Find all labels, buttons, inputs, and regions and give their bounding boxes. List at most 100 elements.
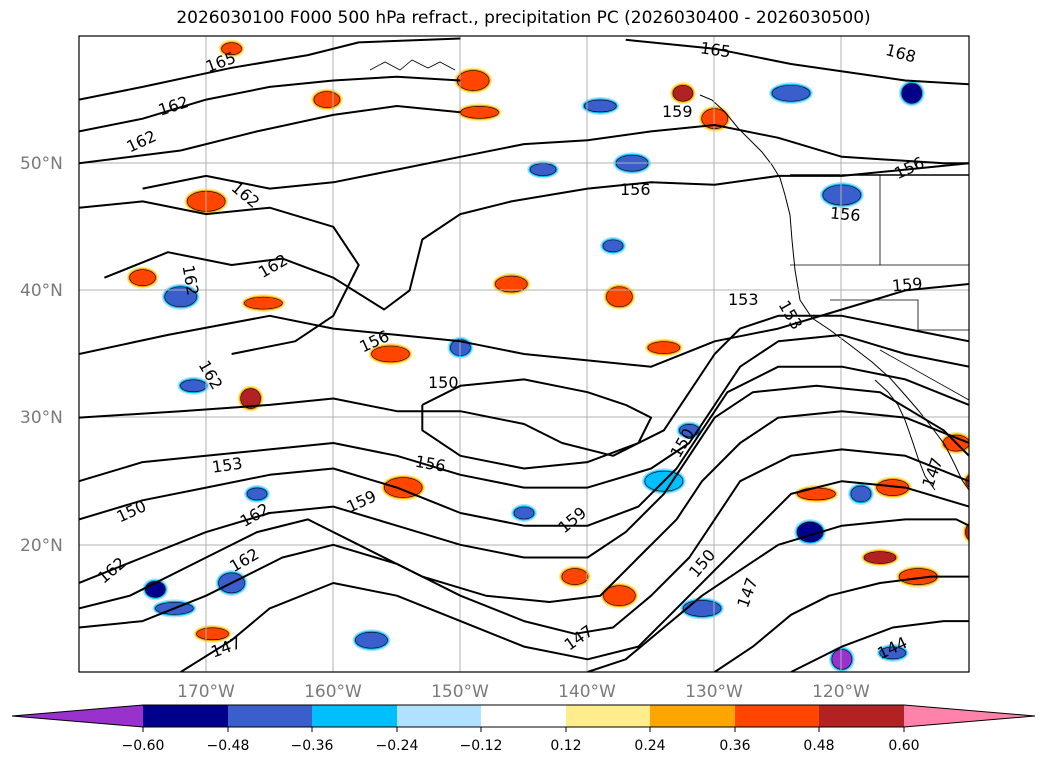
precip-area <box>972 574 1004 592</box>
precip-area <box>819 182 864 208</box>
colorbar-tick-label: 0.36 <box>719 738 750 754</box>
precip-area <box>603 283 636 310</box>
precip-core <box>244 296 283 310</box>
contour-label: 150 <box>428 373 459 392</box>
baja-coastline <box>874 379 936 491</box>
precip-area <box>161 283 200 310</box>
precip-core <box>678 424 700 437</box>
contour-label: 153 <box>211 454 244 477</box>
precip-area <box>454 67 493 94</box>
refractivity-contour <box>714 575 969 672</box>
contour-label: 153 <box>728 290 759 309</box>
refractivity-contour <box>79 105 461 165</box>
precip-halo <box>972 574 1004 592</box>
precip-core <box>221 42 242 56</box>
precip-core <box>879 646 907 660</box>
precip-core <box>460 106 499 119</box>
colorbar-segment <box>397 705 481 727</box>
refractivity-contour <box>79 384 969 584</box>
north-america-coastline <box>699 94 969 491</box>
colorbar-segment <box>650 705 735 727</box>
refractivity-contour <box>79 314 969 457</box>
colorbar-tick-label: 0.48 <box>803 738 834 754</box>
precip-core <box>246 487 268 501</box>
colorbar-segment <box>312 705 397 727</box>
colorbar-tick-label: −0.24 <box>376 738 419 754</box>
refractivity-contour <box>79 283 969 368</box>
refractivity-contour <box>790 620 969 672</box>
precip-area <box>876 643 909 662</box>
refractivity-contour <box>180 480 969 672</box>
refractivity-contours <box>79 37 969 672</box>
contour-label: 156 <box>620 180 651 199</box>
refractivity-contour <box>421 378 653 470</box>
precip-area <box>457 103 502 122</box>
precip-area <box>492 273 531 296</box>
precip-area <box>847 482 874 505</box>
refractivity-contour <box>625 38 969 86</box>
precip-area <box>873 476 912 499</box>
precip-core <box>850 485 872 503</box>
precip-area <box>669 82 696 105</box>
longitude-labels: 170°W 160°W 150°W 140°W 130°W 120°W <box>177 682 870 702</box>
precip-area <box>600 236 626 255</box>
lon-label-130w: 130°W <box>685 682 743 702</box>
colorbar-segment <box>228 705 312 727</box>
colorbar: −0.60 −0.48 −0.36 −0.24 −0.12 0.12 0.24 … <box>11 704 1036 754</box>
colorbar-tick-label: 0.60 <box>888 738 919 754</box>
map-title: 2026030100 F000 500 hPa refract., precip… <box>176 8 871 28</box>
precip-area <box>600 582 639 609</box>
refractivity-contour <box>79 37 461 101</box>
lat-label-20n: 20°N <box>20 536 63 556</box>
precip-core <box>196 627 229 641</box>
precip-core <box>647 341 681 354</box>
refractivity-contour <box>587 518 969 672</box>
precip-area <box>644 338 683 357</box>
colorbar-ticks <box>142 727 905 732</box>
precip-area <box>581 96 620 115</box>
colorbar-segment <box>481 705 566 727</box>
precip-area <box>769 82 813 105</box>
lon-label-140w: 140°W <box>558 682 616 702</box>
colorbar-tick-label: −0.48 <box>207 738 250 754</box>
precip-core <box>603 585 636 606</box>
precip-mid <box>974 575 1003 590</box>
precip-area <box>511 504 537 522</box>
refractivity-contour <box>104 162 969 311</box>
refractivity-contour <box>79 200 360 355</box>
colorbar-segment <box>819 705 904 727</box>
precip-core <box>355 631 388 649</box>
latitude-labels: 50°N 40°N 30°N 20°N <box>20 154 63 556</box>
precip-core <box>672 84 694 102</box>
precip-core <box>701 108 729 129</box>
precip-area <box>126 266 159 289</box>
precip-core <box>822 184 862 206</box>
precip-area <box>352 629 391 652</box>
precip-area <box>193 624 232 643</box>
precip-area <box>241 294 286 313</box>
precip-area <box>244 484 270 503</box>
precip-core <box>383 477 423 498</box>
precip-core <box>831 648 853 670</box>
colorbar-tick-label: −0.36 <box>291 738 334 754</box>
refractivity-contour <box>79 75 461 133</box>
precip-area <box>558 565 591 588</box>
precip-area <box>962 520 969 544</box>
colorbar-segment <box>12 705 143 727</box>
precip-core <box>682 600 722 617</box>
precip-area <box>527 160 560 179</box>
precip-area <box>896 565 941 588</box>
precip-core <box>797 487 836 501</box>
us-mexico-border <box>879 349 969 401</box>
aleutian-coast <box>369 59 456 71</box>
precip-core <box>180 379 207 393</box>
precip-core <box>129 269 156 286</box>
contour-label: 165 <box>699 38 732 61</box>
precip-core <box>901 82 923 104</box>
refractivity-contour <box>79 410 969 610</box>
precip-core <box>494 275 528 293</box>
colorbar-segment <box>735 705 819 727</box>
precip-core <box>371 345 410 363</box>
precip-core <box>513 506 535 520</box>
